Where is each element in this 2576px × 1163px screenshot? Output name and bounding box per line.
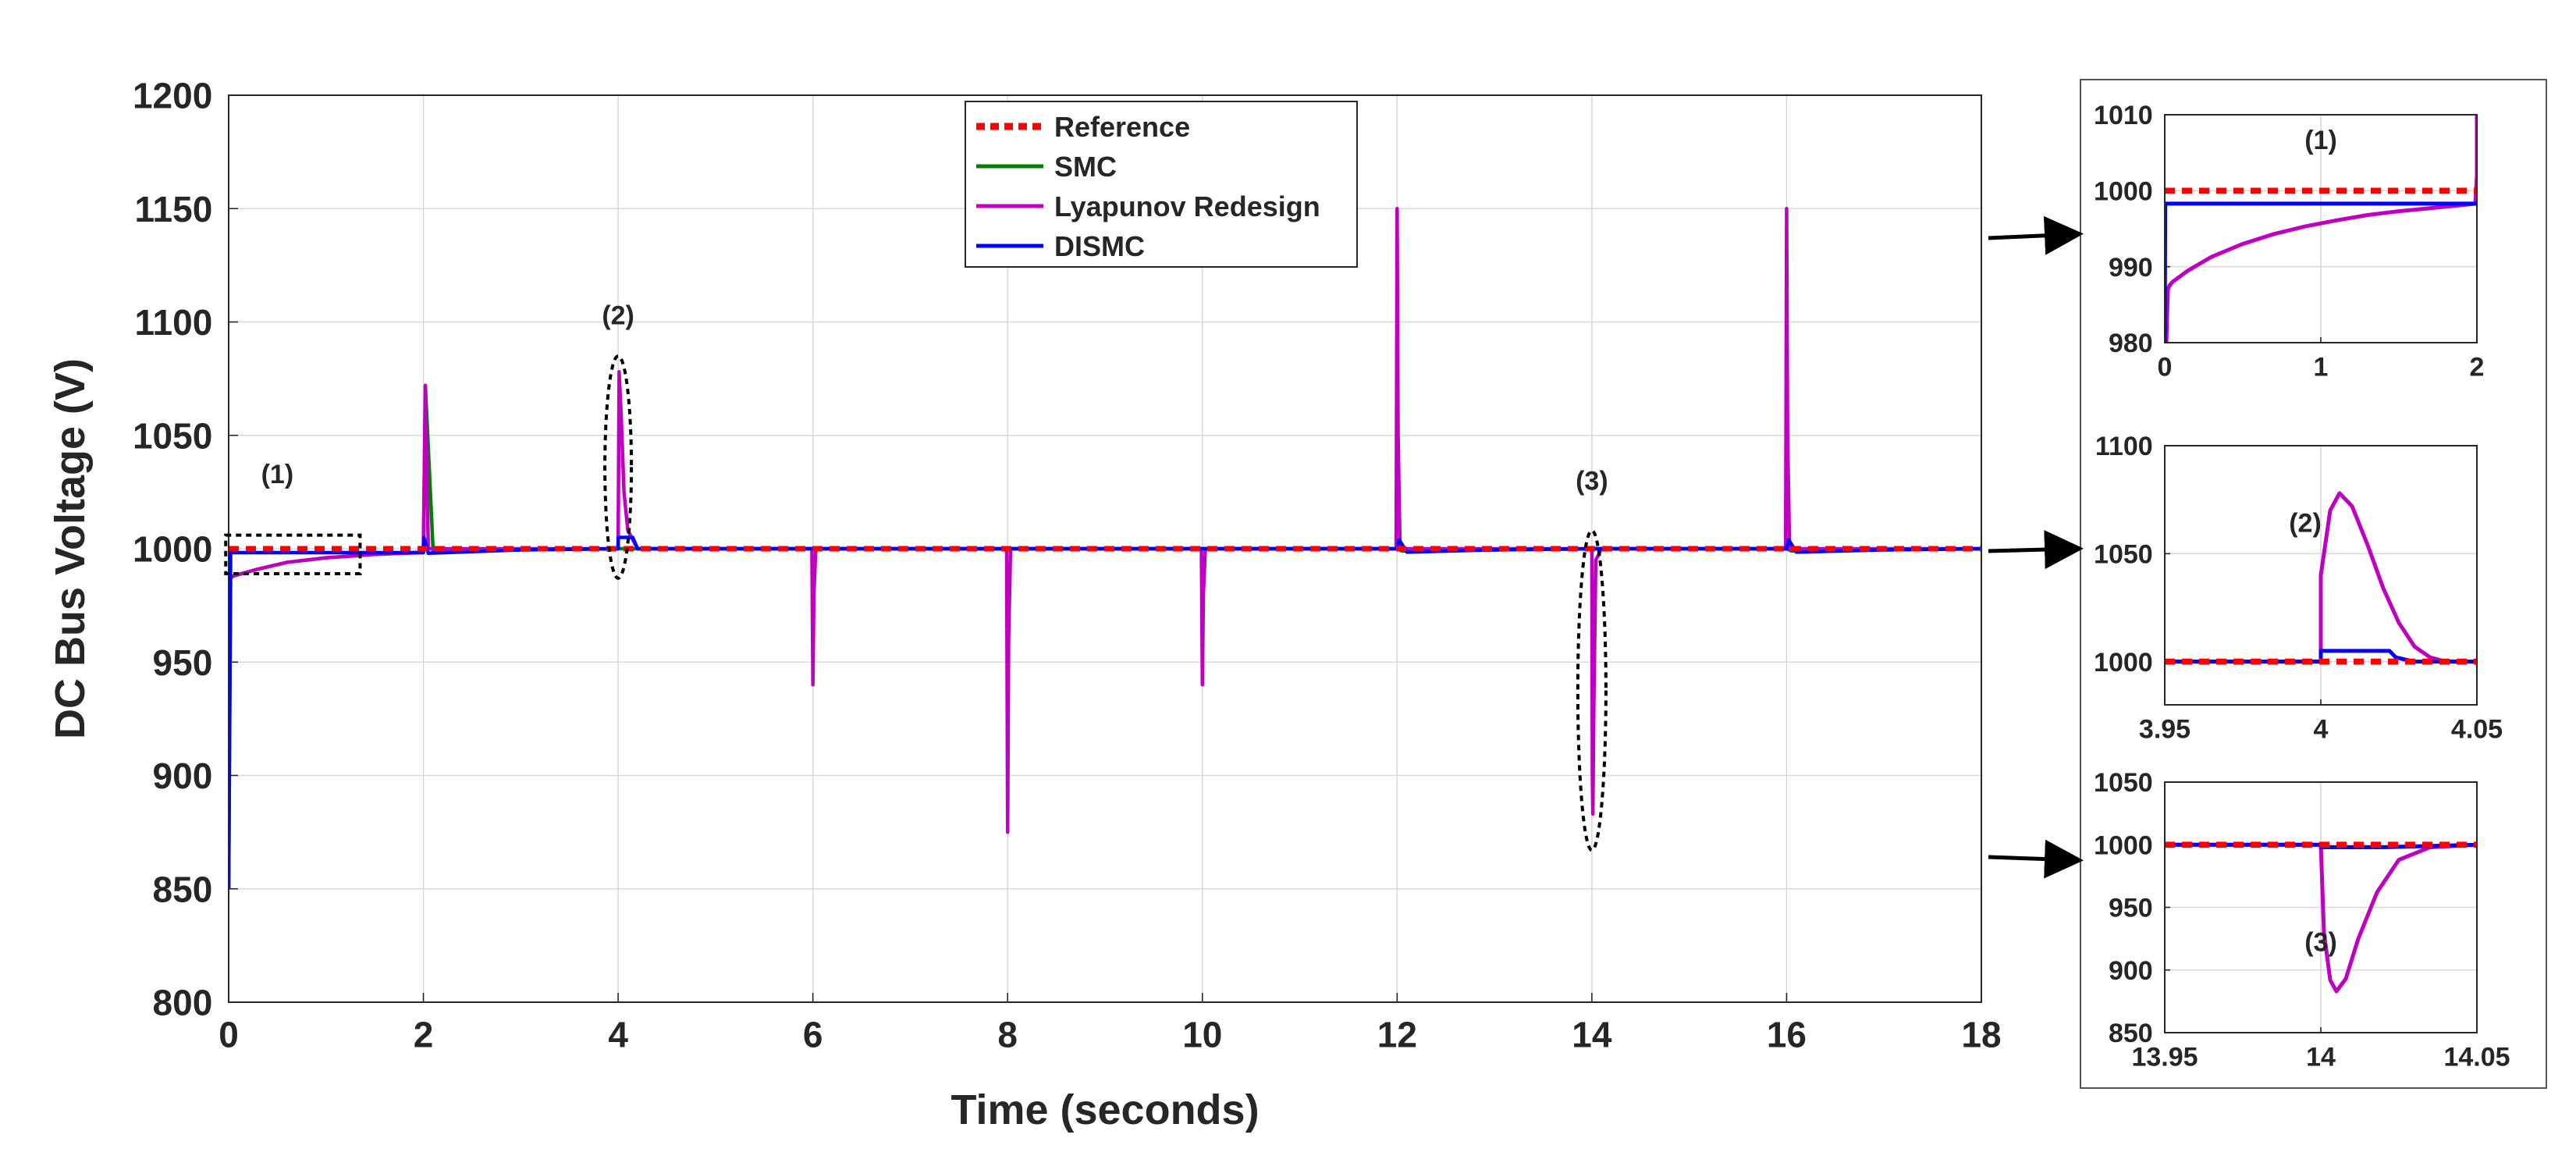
main-y-tick-label: 950	[153, 642, 213, 683]
main-x-tick-label: 18	[1961, 1015, 2001, 1055]
inset-1-y-tick-label: 990	[2109, 253, 2153, 283]
inset-3-x-tick-label: 14.05	[2443, 1043, 2510, 1072]
inset-2-y-tick-label: 1100	[2095, 432, 2153, 461]
inset-1-x-tick-label: 0	[2158, 353, 2173, 382]
main-y-tick-label: 1100	[135, 302, 213, 343]
inset-chart-2: 3.95 4 4.05 1000 1050 1100 (2)	[2094, 432, 2503, 744]
main-x-tick-label: 2	[414, 1015, 434, 1055]
legend: Reference SMC Lyapunov Redesign DISMC	[965, 101, 1358, 268]
inset-2-x-tick-label: 4	[2314, 715, 2329, 745]
main-x-tick-label: 10	[1182, 1015, 1222, 1055]
inset-3-x-tick-label: 13.95	[2131, 1043, 2198, 1072]
callout-arrow-2	[1988, 530, 2084, 570]
callout-arrows	[1988, 215, 2084, 879]
inset-1-y-tick-label: 1000	[2094, 177, 2153, 207]
main-x-tick-label: 6	[803, 1015, 823, 1055]
legend-entry-smc: SMC	[1054, 151, 1117, 183]
inset-chart-3: 13.95 14 14.05 850 900 950 1000 1050 (3)	[2094, 768, 2510, 1072]
annotation-label: (2)	[602, 301, 634, 330]
main-x-tick-label: 8	[997, 1015, 1018, 1055]
inset-1-axes-box	[2164, 114, 2478, 343]
main-y-tick-label: 1150	[135, 189, 213, 229]
inset-1-y-tick-label: 980	[2109, 329, 2153, 358]
inset-2-label: (2)	[2289, 509, 2322, 539]
inset-3-x-tick-label: 14	[2306, 1043, 2336, 1072]
zoom-ellipse-3	[1576, 528, 1608, 852]
inset-1-label: (1)	[2304, 126, 2337, 155]
inset-3-y-tick-label: 900	[2109, 956, 2153, 986]
inset-3-series-lyapunov-redesign	[2165, 842, 2477, 994]
legend-entry-dismc: DISMC	[1054, 230, 1145, 262]
inset-2-x-tick-label: 4.05	[2451, 715, 2503, 745]
inset-1-x-tick-label: 1	[2314, 353, 2329, 382]
zoom-region-markers	[224, 354, 1608, 852]
inset-3-label: (3)	[2304, 928, 2337, 958]
annotation-label: (1)	[261, 460, 294, 489]
legend-entry-lyapunov-redesign: Lyapunov Redesign	[1054, 190, 1320, 222]
inset-1-x-tick-label: 2	[2470, 353, 2485, 382]
callout-arrow-1	[1988, 215, 2084, 255]
main-x-tick-label: 16	[1767, 1015, 1807, 1055]
inset-chart-1: 0 1 2 980 990 1000 1010 (1)	[2094, 101, 2484, 382]
zoom-ellipse-2	[603, 354, 634, 580]
inset-3-y-tick-label: 1000	[2094, 830, 2153, 860]
x-axis-label: Time (seconds)	[950, 1087, 1259, 1133]
main-x-tick-label: 14	[1572, 1015, 1612, 1055]
main-x-tick-label: 12	[1377, 1015, 1417, 1055]
inset-3-axes-box	[2164, 781, 2478, 1033]
main-y-tick-label: 800	[153, 983, 213, 1023]
main-y-tick-label: 1050	[133, 415, 212, 456]
callout-arrow-3	[1988, 839, 2084, 879]
inset-2-series-lyapunov-redesign	[2165, 491, 2477, 664]
zoom-box-1	[224, 533, 362, 575]
inset-2-x-tick-label: 3.95	[2139, 715, 2190, 745]
inset-2-axes-box	[2164, 445, 2478, 706]
main-axes-box	[228, 94, 1982, 1003]
inset-3-y-tick-label: 1050	[2094, 768, 2153, 798]
inset-3-y-tick-label: 950	[2109, 894, 2153, 923]
inset-panel: 0 1 2 980 990 1000 1010 (1) 3.95 4 4.05 1000 1050 110…	[2080, 79, 2547, 1089]
legend-entry-reference: Reference	[1054, 111, 1190, 143]
main-x-tick-label: 0	[219, 1015, 239, 1055]
legend-box	[965, 101, 1358, 268]
main-y-tick-label: 1000	[133, 529, 212, 570]
inset-2-y-tick-label: 1000	[2094, 648, 2153, 678]
inset-2-y-tick-label: 1050	[2094, 540, 2153, 570]
main-y-tick-label: 1200	[133, 76, 212, 116]
annotation-label: (3)	[1576, 466, 1608, 496]
y-axis-label: DC Bus Voltage (V)	[47, 358, 94, 739]
inset-3-y-tick-label: 850	[2109, 1019, 2153, 1048]
main-x-tick-label: 4	[608, 1015, 628, 1055]
main-y-tick-label: 900	[153, 756, 213, 796]
main-y-tick-label: 850	[153, 869, 213, 909]
inset-1-y-tick-label: 1010	[2094, 101, 2153, 130]
